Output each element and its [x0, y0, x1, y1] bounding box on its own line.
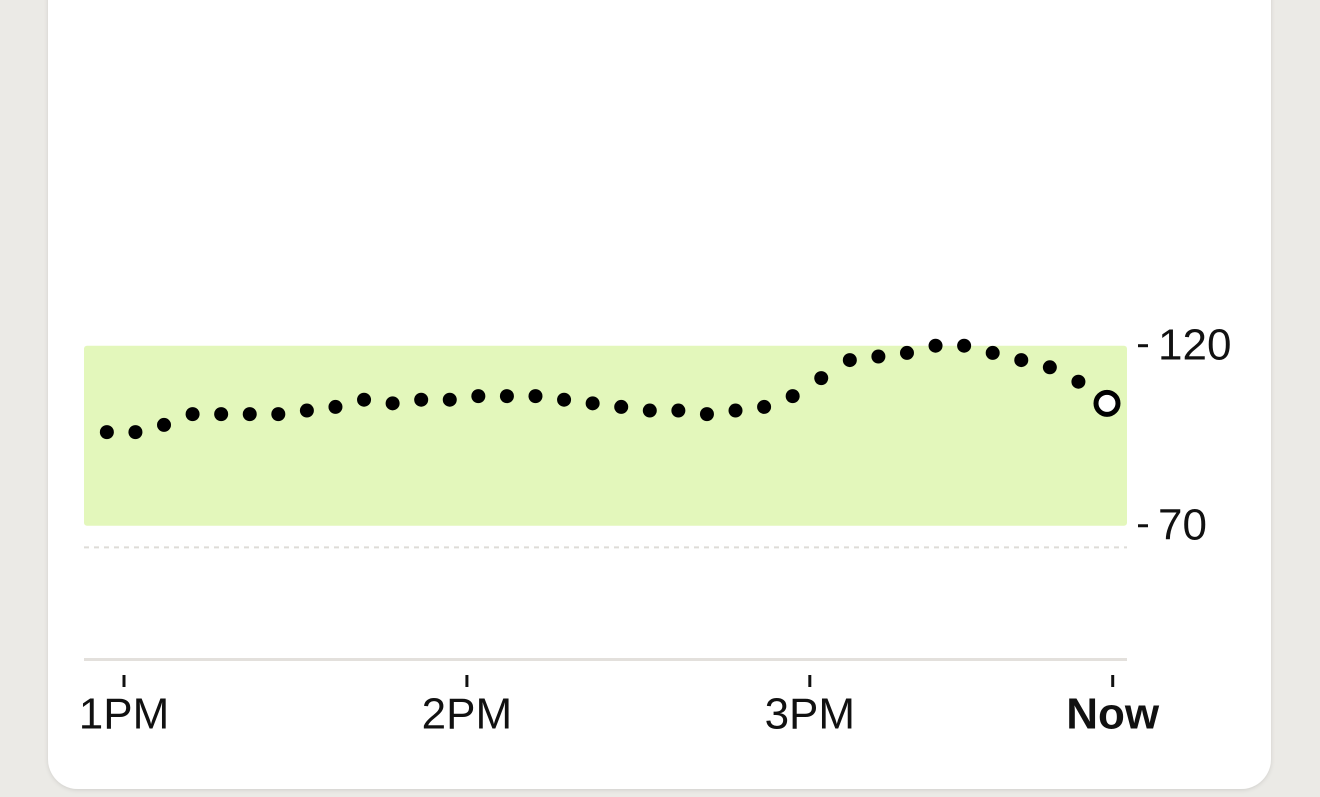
reading [1042, 360, 1057, 375]
y-tick-label: 120 [1158, 320, 1231, 369]
reading [471, 389, 486, 404]
reading [157, 417, 172, 432]
reading [957, 338, 972, 353]
reading [328, 399, 343, 414]
reading [785, 389, 800, 404]
reading [528, 389, 543, 404]
latest-reading [1093, 389, 1121, 417]
x-tick-label: 2PM [422, 690, 512, 739]
reading [928, 338, 943, 353]
reading [1071, 374, 1086, 389]
reading [985, 345, 1000, 360]
reading [271, 407, 286, 422]
x-tick-label: Now [1066, 690, 1160, 739]
x-tick-label: 3PM [765, 690, 855, 739]
reading [814, 371, 829, 386]
reading [385, 396, 400, 411]
reading [671, 403, 686, 418]
x-tick-label: 1PM [79, 690, 169, 739]
reading [557, 392, 572, 407]
reading [185, 407, 200, 422]
reading [214, 407, 229, 422]
reading [128, 425, 143, 440]
reading [757, 399, 772, 414]
reading [299, 403, 314, 418]
reading [699, 407, 714, 422]
reading [642, 403, 657, 418]
reading [442, 392, 457, 407]
reading [899, 345, 914, 360]
reading [242, 407, 257, 422]
reading [614, 399, 629, 414]
reading [414, 392, 429, 407]
y-tick-label: 70 [1158, 500, 1207, 549]
reading [842, 353, 857, 368]
reading [499, 389, 514, 404]
reading [871, 349, 886, 364]
reading [99, 425, 114, 440]
reading [585, 396, 600, 411]
reading [728, 403, 743, 418]
target-range [84, 345, 1127, 526]
reading [357, 392, 372, 407]
reading [1014, 353, 1029, 368]
